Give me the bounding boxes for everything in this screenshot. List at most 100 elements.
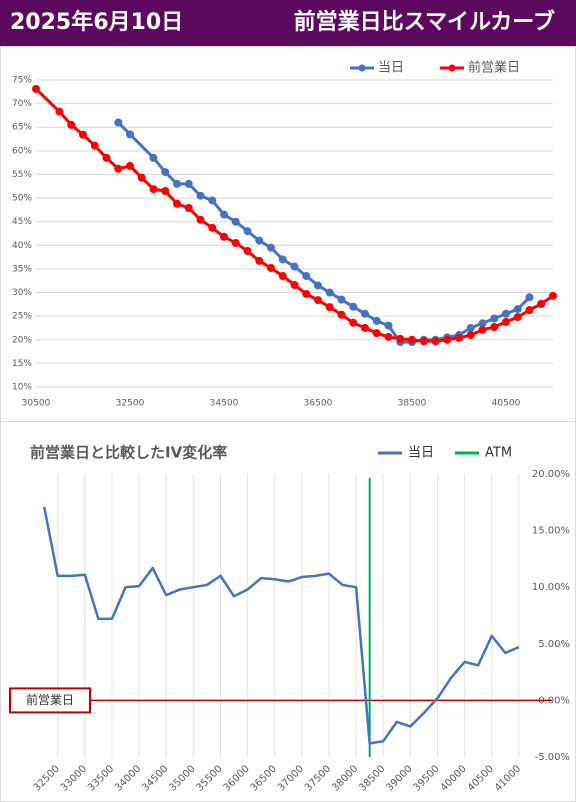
y-tick-label: 10% [12, 383, 32, 393]
y-tick-label: 50% [12, 194, 32, 204]
marker [490, 323, 499, 332]
marker [32, 84, 40, 93]
series-line [42, 506, 520, 745]
marker [302, 289, 311, 298]
x-tick-label: 34000 [113, 763, 143, 793]
marker [243, 246, 252, 255]
marker [349, 302, 358, 311]
marker [502, 309, 510, 318]
y-tick-label: 65% [12, 123, 32, 133]
legend-label: 当日 [408, 446, 434, 461]
marker [455, 333, 463, 342]
chart-title: 前営業日と比較したIV変化率 [30, 444, 227, 462]
marker [137, 173, 146, 182]
marker [443, 335, 452, 344]
y-tick-label: 35% [12, 264, 32, 274]
marker [290, 280, 299, 289]
x-tick-label: 34500 [140, 763, 170, 793]
y-tick-label: 20% [12, 335, 32, 345]
marker [490, 314, 499, 323]
marker [537, 299, 546, 308]
marker [337, 295, 346, 304]
marker [220, 232, 228, 241]
marker [325, 288, 334, 297]
y-tick-label: 75% [12, 76, 32, 86]
marker [408, 335, 416, 344]
marker [126, 130, 134, 139]
marker [290, 262, 299, 271]
x-tick-label: 35500 [194, 763, 224, 793]
y2-tick-label: 10.00% [532, 582, 570, 593]
marker [502, 317, 510, 326]
marker [525, 293, 534, 302]
reference-label: 前営業日 [26, 692, 74, 707]
x-tick-label: 39000 [384, 763, 414, 793]
legend-marker [448, 64, 456, 72]
marker [90, 141, 99, 150]
marker [196, 191, 205, 200]
marker [384, 332, 393, 341]
marker [255, 256, 264, 265]
x-tick-label: 36000 [222, 763, 252, 793]
marker [184, 179, 193, 188]
marker [372, 329, 381, 338]
x-tick-label: 32500 [32, 763, 62, 793]
marker [220, 210, 228, 219]
marker [314, 281, 322, 290]
legend-label: 前営業日 [468, 60, 520, 76]
x-tick-label: 35000 [167, 763, 197, 793]
marker [149, 153, 158, 162]
x-tick-label: 32500 [116, 399, 145, 409]
marker [525, 306, 534, 315]
x-tick-label: 30500 [22, 399, 51, 409]
y-tick-label: 30% [12, 288, 32, 298]
series-line [117, 121, 531, 344]
marker [208, 223, 217, 232]
chart-frame [0, 421, 576, 802]
y-tick-label: 40% [12, 241, 32, 251]
y-tick-label: 45% [12, 217, 32, 227]
y-tick-label: 55% [12, 170, 32, 180]
marker [478, 325, 487, 334]
marker [255, 236, 264, 245]
x-tick-label: 40500 [466, 763, 496, 793]
marker [67, 120, 76, 129]
marker [384, 321, 393, 330]
x-tick-label: 37000 [276, 763, 306, 793]
marker [114, 118, 123, 127]
header-date: 2025年6月10日 [10, 9, 183, 35]
marker [361, 323, 369, 332]
marker [396, 334, 405, 343]
marker [196, 215, 205, 224]
x-tick-label: 39500 [411, 763, 441, 793]
y2-tick-label: 15.00% [532, 526, 570, 537]
marker [114, 164, 123, 173]
marker [466, 323, 475, 332]
x-tick-label: 33000 [59, 763, 89, 793]
header-title: 前営業日比スマイルカーブ [294, 9, 555, 35]
header-bar [0, 0, 576, 46]
marker [478, 319, 487, 328]
marker [549, 291, 557, 300]
x-tick-label: 37500 [303, 763, 333, 793]
marker [208, 196, 217, 205]
marker [149, 185, 158, 194]
marker [231, 238, 240, 247]
y2-tick-label: 20.00% [532, 469, 570, 480]
marker [161, 186, 170, 195]
marker [161, 168, 170, 177]
legend-label: 当日 [378, 61, 404, 76]
marker [325, 303, 334, 312]
x-tick-label: 33500 [86, 763, 116, 793]
x-tick-label: 36500 [304, 399, 333, 409]
marker [243, 227, 252, 236]
marker [466, 331, 475, 340]
y2-tick-label: 5.00% [538, 639, 570, 650]
marker [79, 130, 87, 139]
marker [431, 337, 440, 346]
marker [314, 296, 322, 305]
marker [102, 153, 111, 162]
x-tick-label: 36500 [249, 763, 279, 793]
marker [513, 313, 522, 322]
